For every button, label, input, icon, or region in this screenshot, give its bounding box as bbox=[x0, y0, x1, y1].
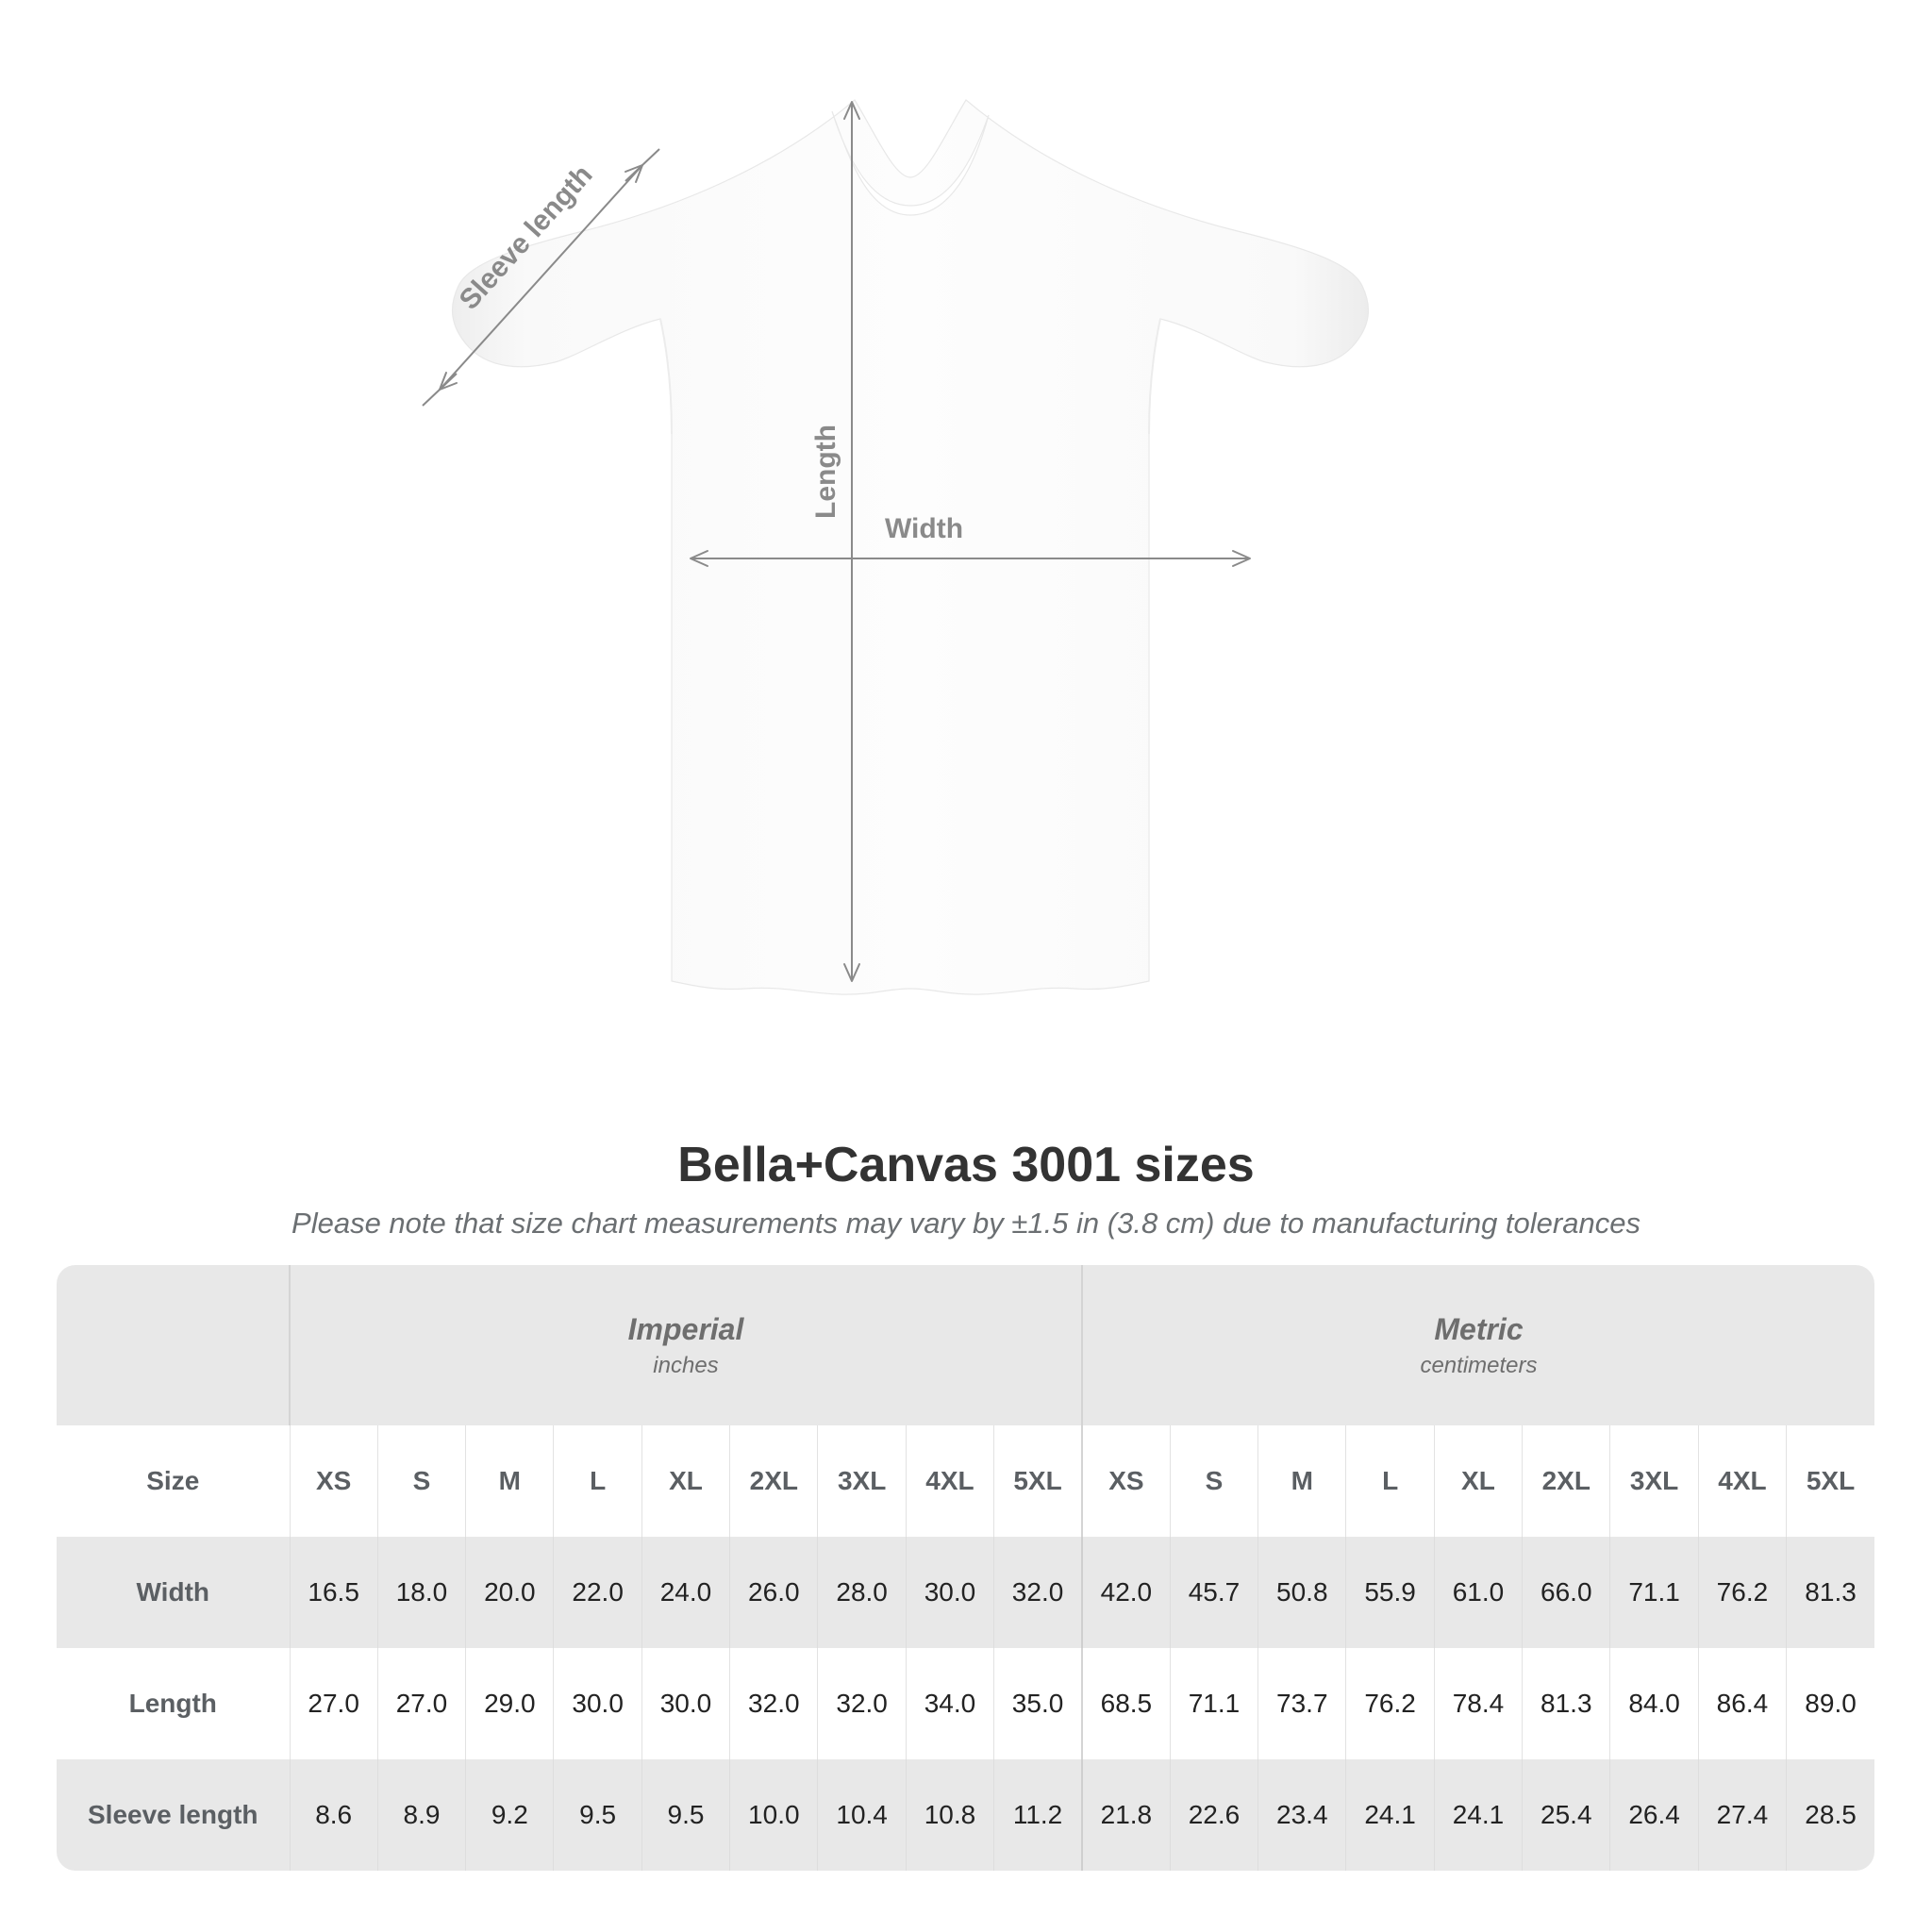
svg-text:Width: Width bbox=[885, 513, 963, 544]
svg-text:Length: Length bbox=[810, 425, 841, 519]
